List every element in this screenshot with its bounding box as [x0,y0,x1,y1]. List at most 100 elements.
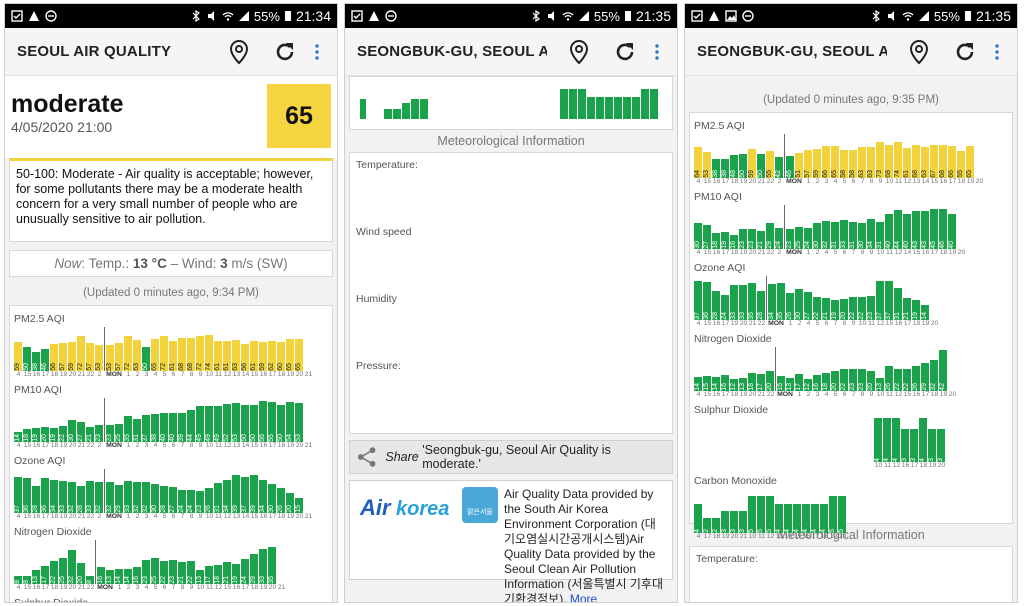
chart-tick-label: 17 [721,391,730,398]
refresh-button[interactable] [611,38,639,66]
chart-tick-label: 13 [912,178,921,185]
chart-bar-value: 72 [124,363,131,371]
chart-bar: 31 [214,483,222,513]
chart-bar: 72 [77,336,85,371]
chart-tick-label: 21 [757,249,766,256]
data-credit: Air korea 맑은서울 Air Quality Data provided … [349,480,673,602]
chart-bar: 13 [196,570,204,584]
day-divider [104,398,105,442]
chart-tick-label: 7 [180,513,185,520]
chart-bar: 31 [831,222,839,249]
chart-bar: 61 [223,341,231,371]
main-content: (Updated 0 minutes ago, 9:35 PM) PM2.5 A… [685,76,1017,602]
chart-tick-label: 16 [712,178,721,185]
chart-bar-value: 22 [858,312,865,320]
battery-icon [964,11,971,21]
chart-tick-label: 15 [703,249,712,256]
chart-bar: 20 [766,371,774,391]
main-content: moderate 4/05/2020 21:00 65 50-100: Mode… [5,76,337,602]
now-weather: Now: Temp.: 13 °C – Wind: 3 m/s (SW) [9,250,333,277]
chart-tick-label: 18 [50,371,59,378]
chart-bar: 36 [703,282,711,320]
chart-bar: 60 [277,342,285,371]
chart-bar-value: 51 [795,170,802,178]
more-information-link[interactable]: More information [569,592,598,602]
overflow-menu-button[interactable] [989,38,1005,66]
chart-tick-label: 15 [903,391,912,398]
chart-tick-label: 10 [874,462,883,469]
mute-icon [887,11,894,21]
chart-bar-value: 31 [831,241,838,249]
chart-tick-label: 4 [696,249,701,256]
chart-tick-label: 20 [68,584,77,591]
share-button[interactable]: Share 'Seongbuk-gu, Seoul Air Quality is… [349,440,673,474]
chart-tick-label: 19 [59,442,68,449]
refresh-button[interactable] [271,38,299,66]
chart-bar: 5 [748,496,756,533]
chart-bar: 17 [757,374,765,391]
chart-bar: 17 [205,566,213,584]
overflow-menu-button[interactable] [649,38,665,66]
chart-bar: 57 [59,343,67,371]
chart-bar-value: 59 [14,363,21,371]
chart-bar: 30 [694,223,702,249]
chart-bar: 46 [41,349,49,371]
chart-tick-label: 17 [41,584,50,591]
location-button[interactable] [565,38,593,66]
chart-tick-label: 20 [68,371,77,378]
bluetooth-icon [532,10,540,22]
chart-bar: 22 [50,561,58,584]
chart-bar-value: 65 [151,363,158,371]
location-button[interactable] [225,38,253,66]
chart-bar: 28 [757,291,765,320]
chart-tick-label: 1 [126,442,131,449]
chart-bar-value: 24 [187,505,194,513]
chart-bar-value: 5 [748,529,755,533]
chart-bar-value: 16 [813,383,820,391]
chart-tick-label: 2 [97,442,102,449]
refresh-button[interactable] [951,38,979,66]
chart-bar: 31 [849,222,857,249]
chart-bar: 17 [41,566,49,584]
chart-tick-label: 20 [948,391,957,398]
chart-axis-ozone: 4 15 16 17 19 20 21 22 MON 1 2 4 5 6 7 8 9 10 11 12 15 16 17 18… [694,320,1008,330]
chart-tick-label: 16 [894,320,903,327]
location-button[interactable] [905,38,933,66]
chart-bar-value: 59 [748,170,755,178]
chart-bar: 24 [804,228,812,249]
chart-bar-value: 40 [903,241,910,249]
screen-3: 55% 21:35 SEONGBUK-GU, SEOUL A... (Updat… [684,3,1018,603]
chart-ozone: 37 36 28 36 34 33 32 28 33 32 32 29 33 32 32 30 28 27 24 24… [14,469,328,513]
chart-axis-no2: 4 15 16 17 18 19 20 21 22 MON 1 2 3 4 5 6 7 8 9 10 11 12 15 16 1… [14,584,328,594]
clock: 21:35 [975,8,1011,24]
chart-bar: 30 [268,484,276,513]
chart-bar-value: 61 [903,170,910,178]
chart-bar: 43 [921,211,929,249]
chart-bar: 50 [757,154,765,178]
chart-tick-label: 2 [135,442,140,449]
chart-bar-value: 4 [874,458,881,462]
app-bar: SEONGBUK-GU, SEOUL A... [685,28,1017,76]
more-vert-icon [655,43,659,60]
chart-bar: 49 [205,406,213,442]
chart-title-pm25: PM2.5 AQI [694,120,745,132]
chart-bar: 19 [32,428,40,442]
chart-bar: 59 [813,149,821,178]
chart-tick-label: 19 [921,320,930,327]
chart-tick-label: 20 [295,442,304,449]
chart-bar: 56 [241,344,249,371]
chart-tick-label: 22 [86,442,95,449]
chart-bar: 38 [151,414,159,442]
chart-bar: 22 [59,426,67,442]
location-pin-icon [909,39,929,64]
chart-bar: 13 [106,570,114,584]
overflow-menu-button[interactable] [309,38,325,66]
chart-bar-value: 5 [757,529,764,533]
chart-bar-value: 22 [840,383,847,391]
chart-tick-label: 5 [815,320,820,327]
chart-tick-label: 10 [748,533,757,540]
chart-bar-value: 35 [777,312,784,320]
chart-bar: 4 [793,504,801,533]
chart-bar: 19 [912,300,920,320]
chart-tick-label: 3 [135,584,140,591]
